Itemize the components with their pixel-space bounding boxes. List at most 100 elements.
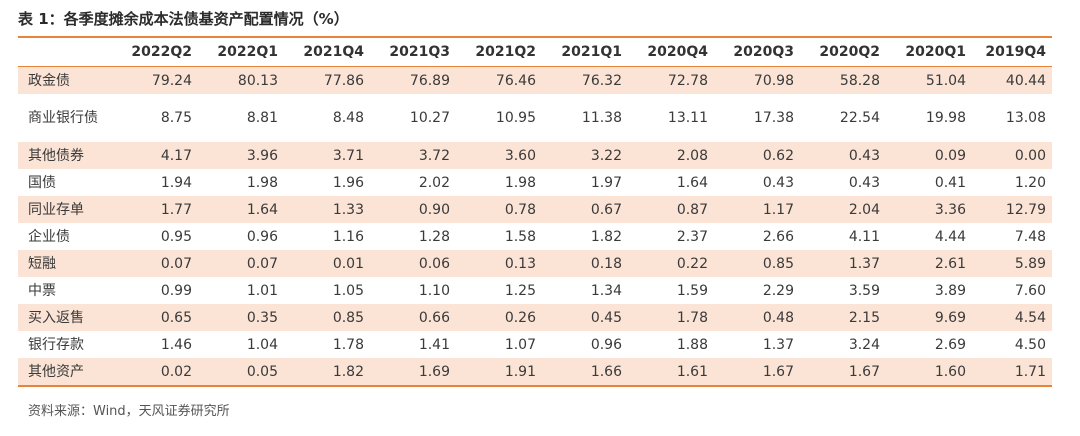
table-cell: 13.08: [1005, 110, 1046, 126]
table-cell: 0.00: [972, 142, 1052, 169]
table-cell: 72.78: [628, 66, 714, 94]
table-cell: 1.77: [112, 196, 198, 223]
table-cell: 8.81: [246, 110, 278, 126]
table-cell: 1.82: [284, 358, 370, 387]
table-row: 其他资产 0.02 0.05 1.82 1.69 1.91 1.66 1.61 1.67 1.67…: [18, 358, 1052, 387]
table-body: 政金债 79.24 80.13 77.86 76.89 76.46 76.32 72.78 70…: [18, 66, 1052, 387]
table-row: 政金债 79.24 80.13 77.86 76.89 76.46 76.32 72.78 70…: [18, 66, 1052, 94]
table-cell: 1.04: [246, 336, 278, 353]
table-row: 企业债 0.95 0.96 1.16 1.28 1.58 1.82 2.37 2.66 4.11 4…: [18, 223, 1052, 250]
table-cell: 3.71: [284, 142, 370, 169]
table-cell: 1.05: [332, 282, 364, 299]
table-cell: 1.67: [800, 358, 886, 387]
table-cell: 1.07: [504, 336, 536, 353]
table-cell: 77.86: [284, 66, 370, 94]
table-cell: 1.98: [504, 174, 536, 191]
table-cell: 0.67: [542, 196, 628, 223]
row-label: 政金债: [18, 66, 112, 94]
table-cell: 5.89: [972, 250, 1052, 277]
header-row: 2022Q2 2022Q1 2021Q4 2021Q3 2021Q2 2021Q1 2020…: [18, 36, 1052, 67]
table-cell: 1.61: [628, 358, 714, 387]
table-cell: 2.61: [886, 250, 972, 277]
row-label: 其他债券: [18, 142, 112, 169]
table-cell: 1.64: [198, 196, 284, 223]
table-row: 其他债券 4.17 3.96 3.71 3.72 3.60 3.22 2.08 0.62 0.43…: [18, 142, 1052, 169]
table-cell: 2.08: [628, 142, 714, 169]
table-cell: 4.17: [112, 142, 198, 169]
row-label: 国债: [28, 174, 56, 191]
column-header: 2019Q4: [972, 36, 1052, 67]
table-cell: 0.65: [112, 304, 198, 331]
table-cell: 1.82: [590, 228, 622, 245]
table-cell: 0.95: [160, 228, 192, 245]
table-cell: 7.48: [1014, 228, 1046, 245]
table-cell: 1.78: [628, 304, 714, 331]
table-cell: 1.88: [676, 336, 708, 353]
row-label: 买入返售: [18, 304, 112, 331]
table-cell: 10.95: [495, 110, 536, 126]
table-cell: 2.69: [934, 336, 966, 353]
table-cell: 7.60: [1014, 282, 1046, 299]
column-header: 2021Q2: [456, 36, 542, 67]
row-label: 其他资产: [18, 358, 112, 387]
table-cell: 0.26: [456, 304, 542, 331]
table-cell: 3.96: [198, 142, 284, 169]
table-cell: 80.13: [198, 66, 284, 94]
table-cell: 1.96: [332, 174, 364, 191]
table-cell: 1.20: [1014, 174, 1046, 191]
table-cell: 1.66: [542, 358, 628, 387]
table-cell: 4.44: [934, 228, 966, 245]
table-cell: 0.13: [456, 250, 542, 277]
table-cell: 0.02: [112, 358, 198, 387]
table-cell: 19.98: [925, 110, 966, 126]
table-cell: 2.15: [800, 304, 886, 331]
table-cell: 13.11: [667, 110, 708, 126]
table-cell: 3.59: [848, 282, 880, 299]
table-cell: 1.64: [676, 174, 708, 191]
table-cell: 0.85: [284, 304, 370, 331]
table-cell: 11.38: [581, 110, 622, 126]
table-cell: 17.38: [753, 110, 794, 126]
column-header: 2022Q1: [198, 36, 284, 67]
table-cell: 0.35: [198, 304, 284, 331]
table-cell: 1.17: [714, 196, 800, 223]
row-label: 商业银行债: [28, 110, 98, 126]
table-cell: 40.44: [972, 66, 1052, 94]
table-cell: 4.50: [1014, 336, 1046, 353]
table-cell: 0.41: [934, 174, 966, 191]
table-cell: 8.48: [332, 110, 364, 126]
table-cell: 0.09: [886, 142, 972, 169]
table-cell: 51.04: [886, 66, 972, 94]
table-cell: 3.72: [370, 142, 456, 169]
column-header: 2020Q3: [714, 36, 800, 67]
table-cell: 3.60: [456, 142, 542, 169]
table-cell: 76.46: [456, 66, 542, 94]
table-cell: 2.29: [762, 282, 794, 299]
table-cell: 79.24: [112, 66, 198, 94]
column-header: 2021Q1: [542, 36, 628, 67]
column-header: 2022Q2: [112, 36, 198, 67]
row-label: 短融: [18, 250, 112, 277]
table-cell: 1.28: [418, 228, 450, 245]
table-cell: 0.07: [112, 250, 198, 277]
table-cell: 1.71: [972, 358, 1052, 387]
table-cell: 0.45: [542, 304, 628, 331]
table-cell: 1.98: [246, 174, 278, 191]
table-cell: 0.22: [628, 250, 714, 277]
table-cell: 0.99: [160, 282, 192, 299]
table-cell: 22.54: [839, 110, 880, 126]
column-header: 2020Q2: [800, 36, 886, 67]
table-cell: 3.22: [542, 142, 628, 169]
table-cell: 0.48: [714, 304, 800, 331]
header-corner: [18, 36, 112, 67]
column-header: 2020Q1: [886, 36, 972, 67]
table-cell: 0.07: [198, 250, 284, 277]
table-title: 表 1：各季度摊余成本法债基资产配置情况（%）: [18, 10, 349, 28]
table-cell: 0.18: [542, 250, 628, 277]
table-cell: 1.25: [504, 282, 536, 299]
table-cell: 4.54: [972, 304, 1052, 331]
table-cell: 2.04: [800, 196, 886, 223]
table-row: 同业存单 1.77 1.64 1.33 0.90 0.78 0.67 0.87 1.17 2.04…: [18, 196, 1052, 223]
table-cell: 1.10: [418, 282, 450, 299]
table-cell: 1.94: [160, 174, 192, 191]
